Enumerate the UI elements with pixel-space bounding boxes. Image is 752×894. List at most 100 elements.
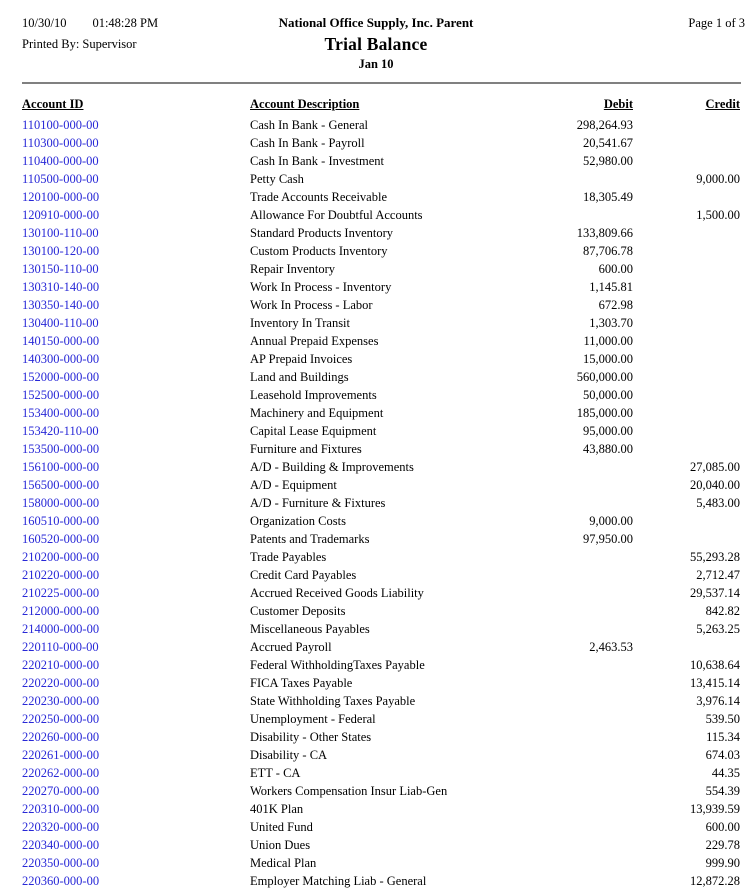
account-id-cell: 160520-000-00 (22, 530, 250, 548)
account-id-cell: 220262-000-00 (22, 764, 250, 782)
credit-amount: 2,712.47 (696, 568, 740, 582)
account-id-cell: 130100-110-00 (22, 224, 250, 242)
debit-amount: 20,541.67 (583, 136, 633, 150)
table-row: 140150-000-00 Annual Prepaid Expenses 11… (22, 332, 740, 350)
account-id-link[interactable]: 152000-000-00 (22, 370, 100, 384)
account-id-link[interactable]: 110300-000-00 (22, 136, 99, 150)
header-center: National Office Supply, Inc. Parent Tria… (0, 15, 752, 72)
account-id-link[interactable]: 153500-000-00 (22, 442, 100, 456)
account-id-link[interactable]: 130150-110-00 (22, 262, 99, 276)
account-id-link[interactable]: 130400-110-00 (22, 316, 99, 330)
table-row: 220350-000-00 Medical Plan 999.90 (22, 854, 740, 872)
account-description: Work In Process - Labor (250, 298, 373, 312)
account-id-cell: 220270-000-00 (22, 782, 250, 800)
debit-amount (480, 746, 633, 764)
account-id-link[interactable]: 214000-000-00 (22, 622, 100, 636)
account-description: Patents and Trademarks (250, 532, 370, 546)
header-left: 10/30/10 01:48:28 PM Printed By: Supervis… (22, 16, 158, 52)
account-id-cell: 153420-110-00 (22, 422, 250, 440)
credit-amount (633, 440, 740, 458)
account-id-cell: 214000-000-00 (22, 620, 250, 638)
credit-amount: 13,415.14 (690, 676, 740, 690)
table-header-row: Account ID Account Description Debit Cre… (22, 84, 740, 116)
table-row: 120910-000-00 Allowance For Doubtful Acc… (22, 206, 740, 224)
account-id-link[interactable]: 220360-000-00 (22, 874, 100, 888)
account-id-link[interactable]: 130350-140-00 (22, 298, 100, 312)
account-id-link[interactable]: 130100-110-00 (22, 226, 99, 240)
debit-amount (480, 872, 633, 890)
debit-amount (480, 494, 633, 512)
account-id-link[interactable]: 210200-000-00 (22, 550, 100, 564)
table-row: 152000-000-00 Land and Buildings 560,000… (22, 368, 740, 386)
account-description: Annual Prepaid Expenses (250, 334, 379, 348)
account-id-link[interactable]: 220110-000-00 (22, 640, 99, 654)
account-id-link[interactable]: 220340-000-00 (22, 838, 100, 852)
debit-amount: 97,950.00 (583, 532, 633, 546)
account-id-link[interactable]: 220250-000-00 (22, 712, 100, 726)
debit-amount: 95,000.00 (583, 424, 633, 438)
account-description: Petty Cash (250, 172, 304, 186)
account-id-link[interactable]: 110500-000-00 (22, 172, 99, 186)
account-id-link[interactable]: 110400-000-00 (22, 154, 99, 168)
account-id-cell: 220250-000-00 (22, 710, 250, 728)
account-id-link[interactable]: 156500-000-00 (22, 478, 100, 492)
table-row: 212000-000-00 Customer Deposits 842.82 (22, 602, 740, 620)
account-description: Workers Compensation Insur Liab-Gen (250, 784, 448, 798)
account-id-cell: 220230-000-00 (22, 692, 250, 710)
account-id-link[interactable]: 160520-000-00 (22, 532, 100, 546)
account-id-link[interactable]: 220310-000-00 (22, 802, 100, 816)
account-id-link[interactable]: 158000-000-00 (22, 496, 100, 510)
debit-amount: 600.00 (598, 262, 633, 276)
account-id-link[interactable]: 220350-000-00 (22, 856, 100, 870)
account-id-cell: 110500-000-00 (22, 170, 250, 188)
debit-amount (480, 548, 633, 566)
account-description: Disability - CA (250, 748, 328, 762)
account-description: Cash In Bank - Investment (250, 154, 385, 168)
report-period: Jan 10 (358, 57, 394, 71)
debit-amount (480, 854, 633, 872)
account-id-link[interactable]: 140150-000-00 (22, 334, 100, 348)
account-id-link[interactable]: 210220-000-00 (22, 568, 100, 582)
account-id-link[interactable]: 220230-000-00 (22, 694, 100, 708)
account-id-link[interactable]: 220261-000-00 (22, 748, 100, 762)
account-id-link[interactable]: 152500-000-00 (22, 388, 100, 402)
debit-amount: 52,980.00 (583, 154, 633, 168)
table-row: 220270-000-00 Workers Compensation Insur… (22, 782, 740, 800)
column-header-debit: Debit (603, 97, 633, 111)
account-id-link[interactable]: 220220-000-00 (22, 676, 100, 690)
report-header: 10/30/10 01:48:28 PM Printed By: Supervis… (0, 0, 752, 82)
account-id-cell: 110300-000-00 (22, 134, 250, 152)
account-id-link[interactable]: 120100-000-00 (22, 190, 100, 204)
account-id-link[interactable]: 220320-000-00 (22, 820, 100, 834)
table-row: 220261-000-00 Disability - CA 674.03 (22, 746, 740, 764)
account-id-link[interactable]: 153400-000-00 (22, 406, 100, 420)
account-id-link[interactable]: 220210-000-00 (22, 658, 100, 672)
account-id-link[interactable]: 220262-000-00 (22, 766, 100, 780)
account-id-link[interactable]: 153420-110-00 (22, 424, 99, 438)
account-id-link[interactable]: 130100-120-00 (22, 244, 100, 258)
table-row: 160520-000-00 Patents and Trademarks 97,… (22, 530, 740, 548)
credit-amount: 44.35 (711, 766, 740, 780)
account-id-link[interactable]: 120910-000-00 (22, 208, 100, 222)
debit-amount (480, 674, 633, 692)
account-id-cell: 130100-120-00 (22, 242, 250, 260)
account-id-cell: 220340-000-00 (22, 836, 250, 854)
account-id-cell: 120910-000-00 (22, 206, 250, 224)
credit-amount: 999.90 (705, 856, 740, 870)
table-row: 153420-110-00 Capital Lease Equipment 95… (22, 422, 740, 440)
account-id-link[interactable]: 130310-140-00 (22, 280, 100, 294)
account-id-cell: 220350-000-00 (22, 854, 250, 872)
account-id-link[interactable]: 212000-000-00 (22, 604, 100, 618)
account-id-link[interactable]: 140300-000-00 (22, 352, 100, 366)
account-id-link[interactable]: 220270-000-00 (22, 784, 100, 798)
debit-amount (480, 458, 633, 476)
account-id-link[interactable]: 210225-000-00 (22, 586, 100, 600)
account-id-link[interactable]: 220260-000-00 (22, 730, 100, 744)
account-id-link[interactable]: 160510-000-00 (22, 514, 100, 528)
account-description: Furniture and Fixtures (250, 442, 362, 456)
credit-amount: 1,500.00 (696, 208, 740, 222)
account-id-link[interactable]: 110100-000-00 (22, 118, 99, 132)
account-id-link[interactable]: 156100-000-00 (22, 460, 100, 474)
table-row: 153400-000-00 Machinery and Equipment 18… (22, 404, 740, 422)
account-id-cell: 130400-110-00 (22, 314, 250, 332)
